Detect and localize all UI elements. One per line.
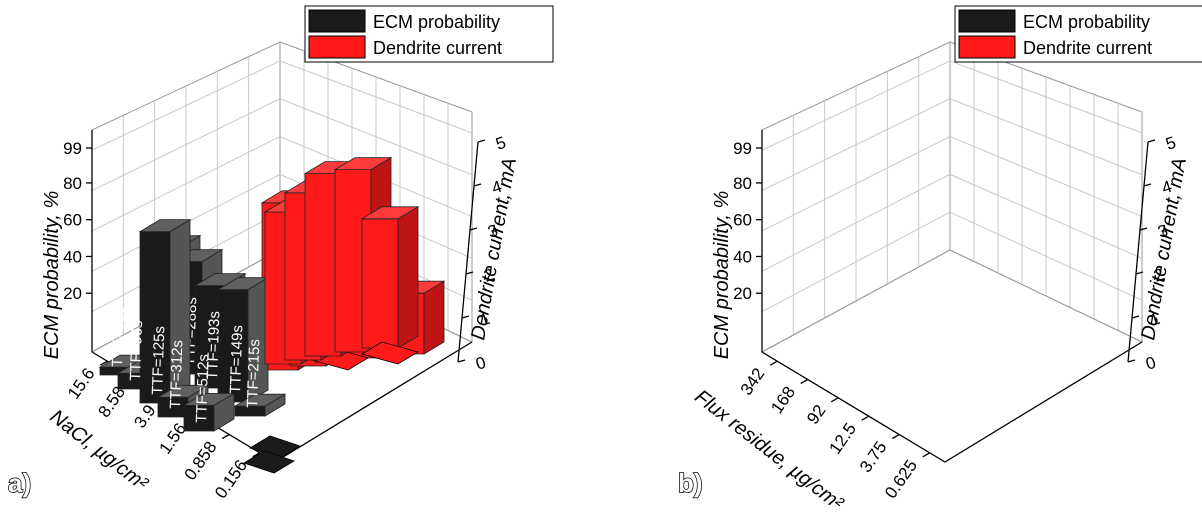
grid-line	[91, 98, 281, 191]
grid-line	[761, 211, 951, 313]
y-tick-label: 20	[63, 284, 82, 303]
x-tick-label: 92	[803, 401, 829, 427]
x-tick-mark	[861, 415, 870, 421]
ttf-annotation: TTF=149s	[227, 325, 246, 394]
x-tick-label: 15.6	[64, 365, 99, 403]
panel-label: a)	[8, 468, 31, 498]
ttf-annotation: TTF=312s	[167, 340, 186, 409]
grid-line	[91, 136, 281, 232]
y-tick-label: 60	[733, 211, 752, 230]
ttf-annotation: TTF=96s	[127, 320, 146, 381]
x-tick-label: 3.75	[856, 438, 891, 476]
ecm-bar-5-top	[233, 393, 287, 407]
dendrite-bar-5-top	[360, 206, 420, 220]
panel-label: b)	[678, 468, 703, 498]
y-tick-label: 80	[63, 174, 82, 193]
legend-label-ecm: ECM probability	[1023, 12, 1150, 32]
floor-back-edge	[761, 249, 1143, 353]
x-tick-mark	[221, 433, 230, 440]
dendrite-bar-4-top	[333, 157, 393, 171]
grid-line	[949, 136, 1143, 218]
chart-panel-b	[98, 5, 1202, 474]
grid-line	[761, 60, 951, 151]
y-axis-title: ECM probability, %	[711, 191, 733, 360]
x-tick-mark	[830, 397, 839, 403]
y-tick-label: 40	[63, 247, 82, 266]
ttf-annotation: TTF=51s	[109, 306, 128, 367]
grid-line	[279, 60, 473, 134]
legend-label-ecm: ECM probability	[373, 12, 500, 32]
dendrite-bar-5-side	[397, 206, 419, 349]
x-tick-label: 0.858	[181, 438, 221, 484]
y-tick-label: 99	[63, 139, 82, 158]
y-tick-label: 40	[733, 247, 752, 266]
x-tick-label: 342	[737, 365, 769, 399]
x-tick-mark	[922, 452, 931, 458]
y-axis-right	[1127, 141, 1149, 363]
y2-tick-mark	[1135, 271, 1144, 275]
legend-label-dendrite: Dendrite current	[373, 38, 502, 58]
x-tick-mark	[99, 360, 108, 366]
legend-swatch-ecm	[308, 9, 366, 33]
legend-swatch-dendrite	[308, 35, 366, 59]
x-tick-label: 0.625	[881, 456, 921, 502]
y2-tick-label: 0	[473, 353, 488, 374]
y2-tick-mark	[1127, 359, 1136, 363]
ttf-annotation: TTF=215s	[244, 339, 263, 408]
floor-front-edge	[761, 341, 1143, 463]
x-tick-mark	[769, 360, 778, 366]
ecm-bar-3-top	[138, 219, 192, 233]
grid-line	[949, 98, 1143, 176]
y2-tick-mark	[473, 183, 482, 187]
y-tick-label: 99	[733, 139, 752, 158]
y2-tick-mark	[1147, 139, 1156, 143]
grid-line	[761, 98, 951, 191]
ecm-bar-3-top	[193, 273, 247, 287]
y2-tick-label: 0	[1143, 353, 1158, 374]
legend-label-dendrite: Dendrite current	[1023, 38, 1152, 58]
y2-tick-label: 5	[1163, 133, 1178, 154]
grid-line	[949, 60, 1143, 134]
ecm-bar-4-top	[156, 384, 210, 398]
y2-tick-mark	[469, 227, 478, 231]
y2-tick-label: 5	[493, 133, 508, 154]
y2-tick-mark	[1143, 183, 1152, 187]
y-axis-right	[457, 141, 479, 363]
grid-line	[91, 60, 281, 151]
y2-tick-mark	[465, 271, 474, 275]
y2-axis-title: Dendrite current, mA	[467, 156, 521, 342]
dendrite-bar-5	[361, 218, 399, 349]
y2-tick-mark	[477, 139, 486, 143]
ttf-annotation: TTF=125s	[149, 326, 168, 395]
grid-line	[761, 173, 951, 272]
y2-tick-mark	[461, 315, 470, 319]
grid-line	[949, 173, 1143, 259]
x-tick-mark	[800, 378, 809, 385]
x-tick-mark	[891, 433, 900, 440]
x-tick-label: 3.9	[130, 401, 159, 431]
y-tick-label: 80	[733, 174, 752, 193]
y-tick-label: 60	[63, 211, 82, 230]
ttf-annotation: TTF=193s	[204, 311, 223, 380]
y2-tick-mark	[1131, 315, 1140, 319]
y-axis-title: ECM probability, %	[41, 191, 63, 360]
ecm-bar-6	[243, 450, 295, 474]
grid-line	[279, 98, 473, 176]
legend-swatch-ecm	[958, 9, 1016, 33]
ecm-bar-5-top	[182, 392, 236, 406]
dendrite-bar-6	[360, 341, 420, 365]
y2-axis-title: Dendrite current, mA	[1137, 156, 1191, 342]
grid-line	[949, 211, 1143, 301]
y-tick-label: 20	[733, 284, 752, 303]
dendrite-bar-5-side	[423, 280, 445, 355]
x-tick-label: 12.5	[825, 420, 860, 458]
y2-tick-mark	[1139, 227, 1148, 231]
grid-line	[761, 136, 951, 232]
ttf-annotation: TTF=512s	[193, 354, 212, 423]
y2-tick-mark	[457, 359, 466, 363]
x-tick-mark	[252, 452, 261, 458]
legend-swatch-dendrite	[958, 35, 1016, 59]
x-tick-label: 168	[767, 383, 799, 417]
